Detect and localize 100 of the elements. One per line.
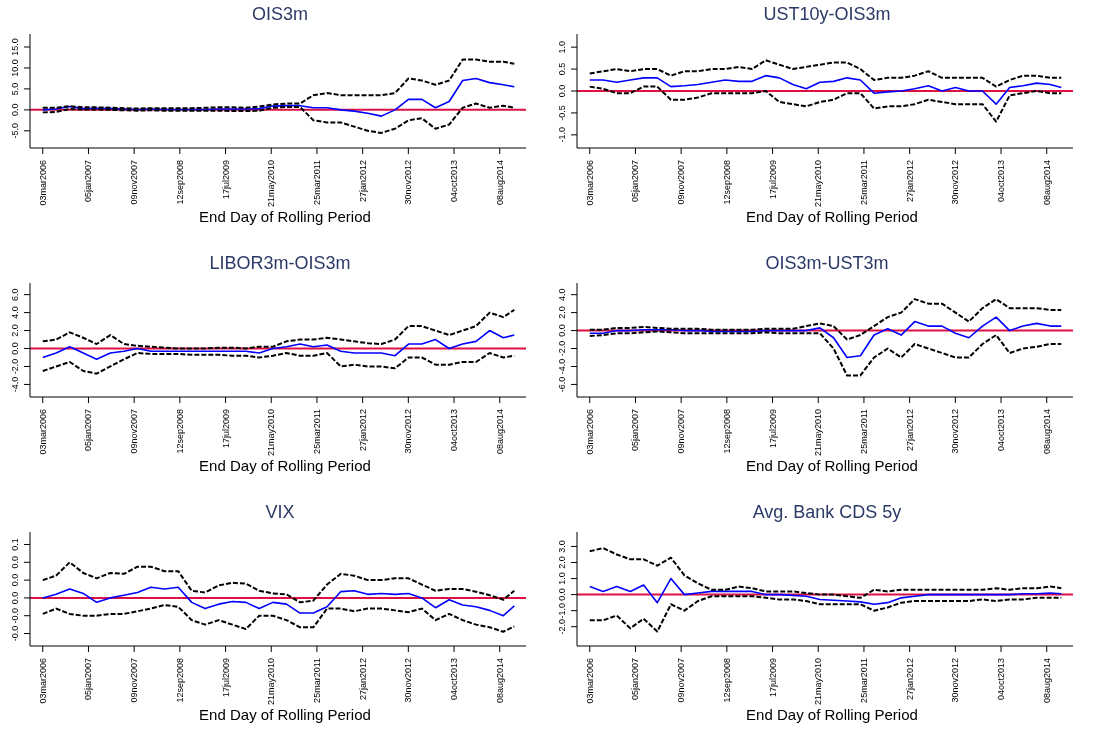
x-tick-label: 25mar2011 [311,658,322,703]
y-tick-label: -4.0 [10,376,20,393]
x-tick-label: 09nov2007 [129,160,140,205]
x-tick-label: 21may2010 [266,658,277,706]
x-tick-label: 03mar2006 [584,658,595,704]
line-series [588,59,1063,88]
x-tick-label: 04oct2013 [449,160,460,203]
x-tick-label: 03mar2006 [37,160,48,206]
x-tick-label: 12sep2008 [174,409,185,454]
y-tick-label: -0.0 [10,607,20,624]
y-tick-label: 6.0 [10,288,20,301]
x-tick-label: 17jul2009 [767,409,778,449]
x-tick-label: 05jan2007 [83,409,94,452]
x-tick-label: 25mar2011 [858,409,869,454]
x-tick-label: 17jul2009 [767,160,778,200]
x-tick-label: 12sep2008 [721,409,732,454]
x-axis-title: End Day of Rolling Period [745,457,919,474]
y-tick-label: 0.0 [557,324,567,337]
x-tick-label: 30nov2012 [950,409,961,454]
x-tick-label: 09nov2007 [129,658,140,703]
x-tick-label: 27jan2012 [357,658,368,701]
x-tick-label: 04oct2013 [449,658,460,701]
x-tick-label: 25mar2011 [858,160,869,205]
x-tick-label: 12sep2008 [174,658,185,703]
x-tick-label: 04oct2013 [996,160,1007,203]
y-tick-label: 3.0 [557,540,567,553]
x-tick-label: 27jan2012 [904,409,915,452]
line-series [41,586,516,617]
y-tick-label: 0.0 [10,103,20,117]
y-tick-label: -6.0 [557,376,567,393]
x-tick-label: 09nov2007 [676,409,687,454]
x-tick-label: 25mar2011 [311,409,322,454]
y-tick-label: 10.0 [10,59,20,77]
x-tick-label: 30nov2012 [403,409,414,454]
x-tick-label: 04oct2013 [996,409,1007,452]
y-tick-label: 1.0 [557,572,567,585]
y-tick-label: 0.0 [557,588,567,601]
y-tick-label: 1.0 [557,40,567,54]
x-tick-label: 03mar2006 [37,658,48,704]
x-tick-label: 27jan2012 [904,658,915,701]
chart-title: VIX [264,502,296,523]
chart-title: Avg. Bank CDS 5y [751,502,903,523]
x-tick-label: 04oct2013 [996,658,1007,701]
x-tick-label: 08aug2014 [494,160,505,206]
y-tick-label: -2.0 [557,340,567,357]
line-series [588,577,1063,606]
x-tick-label: 08aug2014 [494,409,505,455]
x-tick-label: 12sep2008 [721,658,732,703]
x-tick-label: 30nov2012 [403,658,414,703]
x-tick-label: 08aug2014 [494,658,505,704]
y-tick-label: -1.0 [557,602,567,619]
x-tick-label: 05jan2007 [630,160,641,203]
x-tick-label: 03mar2006 [584,160,595,206]
x-tick-label: 03mar2006 [37,409,48,455]
y-tick-label: 0.0 [10,342,20,355]
y-tick-label: -4.0 [557,358,567,375]
y-tick-label: 4.0 [557,288,567,301]
line-series [588,74,1063,105]
line-series [41,604,516,633]
x-tick-label: 30nov2012 [950,658,961,703]
line-series [588,316,1063,359]
x-tick-label: 09nov2007 [676,658,687,703]
y-tick-label: 0.0 [557,84,567,98]
x-tick-label: 21may2010 [813,160,824,208]
y-tick-label: -0.5 [557,105,567,121]
x-tick-label: 21may2010 [813,409,824,457]
y-tick-label: 15.0 [10,38,20,56]
x-tick-label: 27jan2012 [904,160,915,203]
y-tick-label: -0.0 [10,625,20,642]
line-series [41,77,516,117]
x-tick-label: 27jan2012 [357,160,368,203]
y-tick-label: 0.0 [10,591,20,605]
x-tick-label: 05jan2007 [83,658,94,701]
x-tick-label: 21may2010 [266,160,277,208]
y-tick-label: 2.0 [557,306,567,319]
x-tick-label: 05jan2007 [630,658,641,701]
x-axis-title: End Day of Rolling Period [198,457,372,474]
line-series [41,329,516,361]
chart-title: OIS3m-UST3m [764,253,890,274]
x-tick-label: 09nov2007 [129,409,140,454]
x-tick-label: 21may2010 [813,658,824,706]
x-tick-label: 05jan2007 [630,409,641,452]
y-tick-label: 4.0 [10,306,20,319]
y-tick-label: 0.0 [10,556,20,569]
x-tick-label: 17jul2009 [220,409,231,449]
x-tick-label: 30nov2012 [950,160,961,205]
y-tick-label: -2.0 [10,358,20,375]
x-axis-title: End Day of Rolling Period [198,706,372,723]
x-axis-title: End Day of Rolling Period [198,208,372,225]
y-tick-label: 2.0 [557,556,567,569]
line-series [41,561,516,604]
y-tick-label: 0.0 [10,573,20,587]
y-tick-label: -5.0 [10,123,20,139]
chart-title: UST10y-OIS3m [762,4,892,25]
x-tick-label: 17jul2009 [220,658,231,698]
x-tick-label: 05jan2007 [83,160,94,203]
x-tick-label: 21may2010 [266,409,277,457]
x-tick-label: 25mar2011 [858,658,869,703]
line-series [588,85,1063,123]
x-tick-label: 09nov2007 [676,160,687,205]
